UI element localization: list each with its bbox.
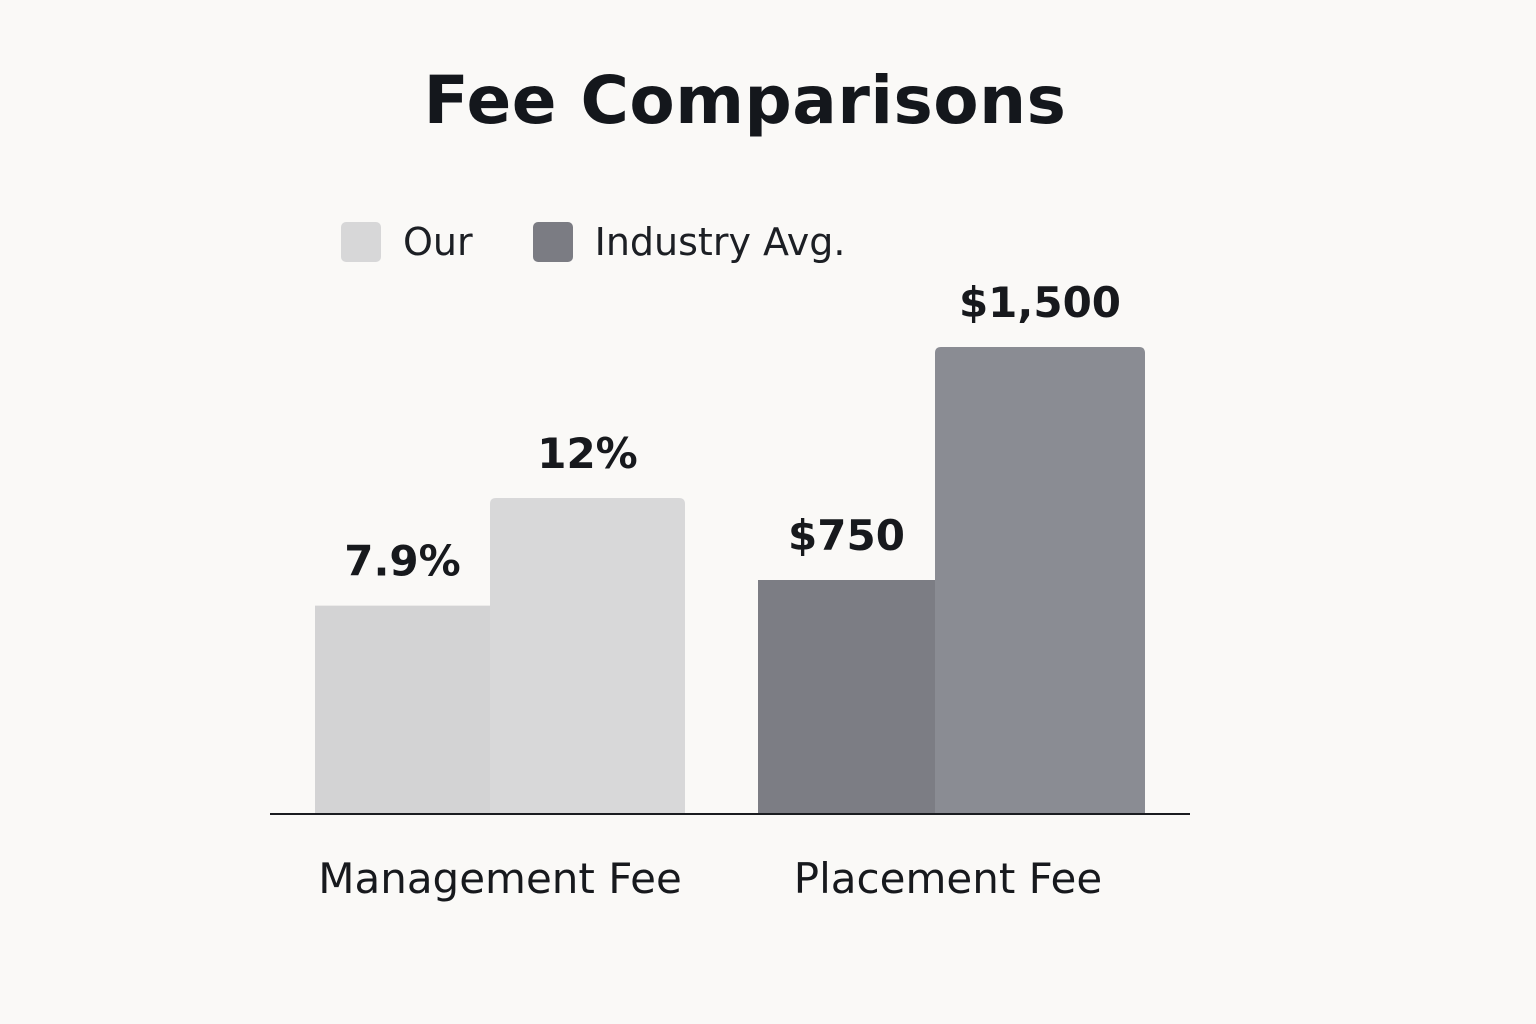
bar-label-management-fee-industry-avg: 12% <box>537 429 638 478</box>
bar-placement-fee-our <box>758 580 935 813</box>
legend-label-industry-avg: Industry Avg. <box>594 220 846 264</box>
bar-management-fee-our <box>315 605 490 813</box>
bar-label-placement-fee-industry-avg: $1,500 <box>959 278 1121 327</box>
legend-swatch-industry-avg <box>532 222 573 262</box>
legend-label-our: Our <box>403 220 473 264</box>
bar-label-management-fee-our: 7.9% <box>344 537 460 586</box>
chart-legend: Our Industry Avg. <box>341 220 905 264</box>
chart-title: Fee Comparisons <box>423 62 1067 139</box>
bar-placement-fee-industry-avg <box>935 347 1145 813</box>
category-label-management-fee: Management Fee <box>318 854 682 903</box>
bar-label-placement-fee-our: $750 <box>788 511 905 560</box>
category-label-placement-fee: Placement Fee <box>794 854 1102 903</box>
legend-swatch-our <box>341 222 381 262</box>
bar-management-fee-industry-avg <box>490 498 685 813</box>
legend-item-our: Our <box>341 220 473 264</box>
legend-item-industry-avg: Industry Avg. <box>532 220 846 264</box>
